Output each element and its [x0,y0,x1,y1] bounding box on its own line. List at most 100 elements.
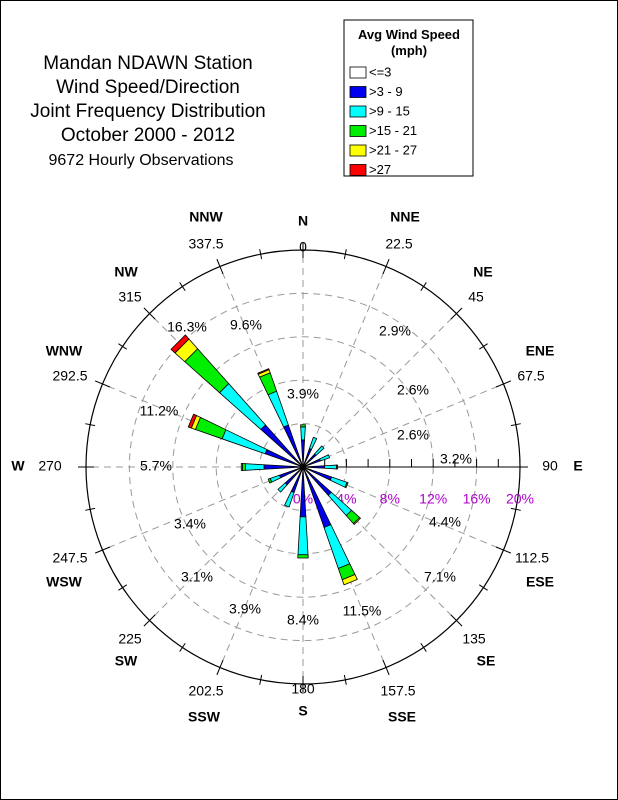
legend-label-1: >3 - 9 [369,84,403,99]
title-line-1: Mandan NDAWN Station [43,53,252,74]
legend-label-0: <=3 [369,64,391,79]
legend-swatch-4 [349,144,367,157]
degree-label-SW: 225 [118,631,142,647]
bar-segment-WNW-5 [187,413,197,429]
percent-label-N: 3.9% [287,386,319,402]
degree-label-S: 180 [291,681,315,697]
percent-label-WNW: 11.2% [140,403,179,419]
bar-NNE [302,436,318,468]
direction-name-WNW: WNW [46,343,83,359]
bar-segment-NW-1 [260,424,303,467]
bar-segment-N-3 [300,424,306,428]
chart-subtitle: 9672 Hourly Observations [49,152,234,169]
direction-name-NNE: NNE [390,209,420,225]
bar-SW [277,466,304,493]
radial-axis-label: 16% [463,491,491,507]
bar-segment-WNW-3 [195,417,227,440]
polar-grid: 0%4%8%12%16%20% [78,242,534,692]
bar-segment-E-2 [324,464,337,470]
outer-tick [143,614,156,627]
bar-segment-N-1 [301,439,305,467]
bar-segment-ENE-2 [319,454,331,462]
legend-label-3: >15 - 21 [369,123,417,138]
bar-segment-NW-2 [219,383,266,430]
bar-NNW [257,368,304,468]
direction-name-W: W [11,458,25,474]
direction-name-S: S [298,703,307,719]
bar-segment-NNE-2 [309,436,318,450]
direction-name-N: N [298,213,308,229]
percent-label-SSW: 3.9% [229,601,261,617]
outer-tick [143,307,156,320]
bar-SSE [302,466,358,586]
outer-minor-tick [259,249,263,260]
wind-bars [170,334,361,586]
bar-segment-SW-2 [277,482,288,493]
legend-swatch-3 [349,125,367,137]
grid-spoke [302,383,504,468]
degree-label-N: 0 [299,239,307,255]
bar-NW [170,334,304,468]
outer-minor-tick [118,343,128,350]
title-line-4: October 2000 - 2012 [61,125,235,146]
degree-label-NNW: 337.5 [188,236,223,252]
bar-S [297,466,309,559]
direction-name-WSW: WSW [46,574,83,590]
bar-segment-ESE-3 [344,481,349,489]
bar-segment-SSW-2 [284,491,295,508]
legend-swatch-1 [349,86,367,98]
degree-label-NNE: 22.5 [385,236,412,252]
bar-segment-S-3 [297,554,309,559]
legend-label-4: >21 - 27 [369,142,417,157]
legend-swatch-0 [349,66,367,79]
outer-tick [216,659,224,676]
degree-label-ENE: 67.5 [517,368,544,384]
bar-segment-E-3 [336,464,339,470]
percent-label-SE: 7.1% [424,569,456,585]
title-line-2: Wind Speed/Direction [56,77,240,98]
direction-name-NE: NE [473,264,492,280]
bar-segment-W-1 [263,464,303,470]
bar-segment-W-4 [240,463,243,471]
outer-minor-tick [510,423,521,427]
bar-segment-NNW-2 [267,390,289,428]
bar-segment-W-2 [245,463,265,471]
outer-minor-tick [420,282,427,292]
degree-label-W: 270 [38,458,62,474]
outer-minor-tick [343,249,347,260]
degree-label-SSE: 157.5 [380,683,415,699]
grid-spoke [149,466,304,621]
outer-tick [495,546,512,554]
radial-axis-label: 8% [380,491,400,507]
outer-tick [94,546,111,554]
direction-name-NW: NW [114,264,138,280]
outer-minor-tick [118,584,128,591]
bar-segment-NE-2 [314,445,325,456]
bar-segment-WNW-2 [221,429,268,455]
percent-label-SW: 3.1% [181,569,213,585]
outer-minor-tick [259,674,263,685]
bar-ESE [302,466,349,489]
bar-segment-E-1 [303,465,326,469]
bar-SE [302,466,361,525]
grid-spoke [302,266,387,468]
outer-minor-tick [179,282,186,292]
legend: Avg Wind Speed (mph) <=3 >3 - 9 >9 - 15 >15… [343,19,474,177]
percent-label-ENE: 2.6% [397,427,429,443]
percent-label-W: 5.7% [140,458,172,474]
outer-minor-tick [179,642,186,652]
bar-segment-N-2 [300,426,306,441]
bar-NE [302,445,325,468]
outer-tick [450,307,463,320]
direction-name-SSW: SSW [188,709,221,725]
percent-label-WSW: 3.4% [174,516,206,532]
outer-tick [216,258,224,275]
radial-axis-label: 12% [419,491,447,507]
radial-axis-label: 20% [506,491,534,507]
legend-title-line-1: Avg Wind Speed [358,27,460,42]
bar-N [300,424,306,468]
legend-swatch-2 [349,105,367,118]
direction-name-NNW: NNW [189,209,223,225]
bar-segment-NNW-5 [257,368,270,375]
